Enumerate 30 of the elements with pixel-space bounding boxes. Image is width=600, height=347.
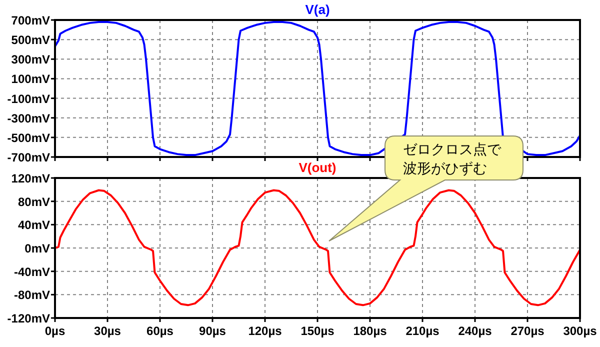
y-tick-label: 300mV (11, 52, 50, 67)
x-tick-label: 150µs (300, 324, 335, 338)
y-tick-label: -120mV (7, 312, 50, 326)
y-tick-label: 100mV (11, 72, 50, 86)
y-tick-label: 120mV (11, 172, 50, 186)
y-tick-label: -40mV (14, 264, 50, 279)
x-tick-label: 180µs (353, 324, 388, 338)
x-tick-label: 0µs (44, 324, 66, 338)
y-tick-label: 40mV (18, 218, 50, 232)
y-tick-label: -80mV (14, 288, 50, 302)
x-tick-label: 60µs (146, 324, 174, 338)
annotation: ゼロクロス点で波形がひずむ (403, 142, 502, 177)
x-tick-label: 270µs (510, 324, 545, 338)
y-tick-label: 700mV (11, 14, 50, 28)
y-tick-label: -700mV (7, 150, 50, 164)
x-tick-label: 90µs (199, 324, 226, 338)
x-tick-label: 240µs (458, 324, 492, 338)
x-tick-label: 300µs (563, 324, 598, 338)
series-label: V(out) (298, 160, 336, 175)
x-tick-label: 210µs (406, 324, 440, 338)
y-tick-label: -100mV (7, 92, 50, 106)
y-tick-label: -300mV (7, 111, 50, 126)
series-label: V(a) (305, 2, 330, 17)
y-tick-label: 80mV (18, 194, 50, 209)
x-tick-label: 30µs (94, 324, 122, 338)
y-tick-label: 500mV (11, 33, 50, 48)
x-tick-label: 120µs (248, 324, 282, 338)
y-tick-label: 0mV (24, 242, 50, 256)
y-tick-label: -500mV (7, 130, 50, 145)
line-series (54, 189, 581, 306)
